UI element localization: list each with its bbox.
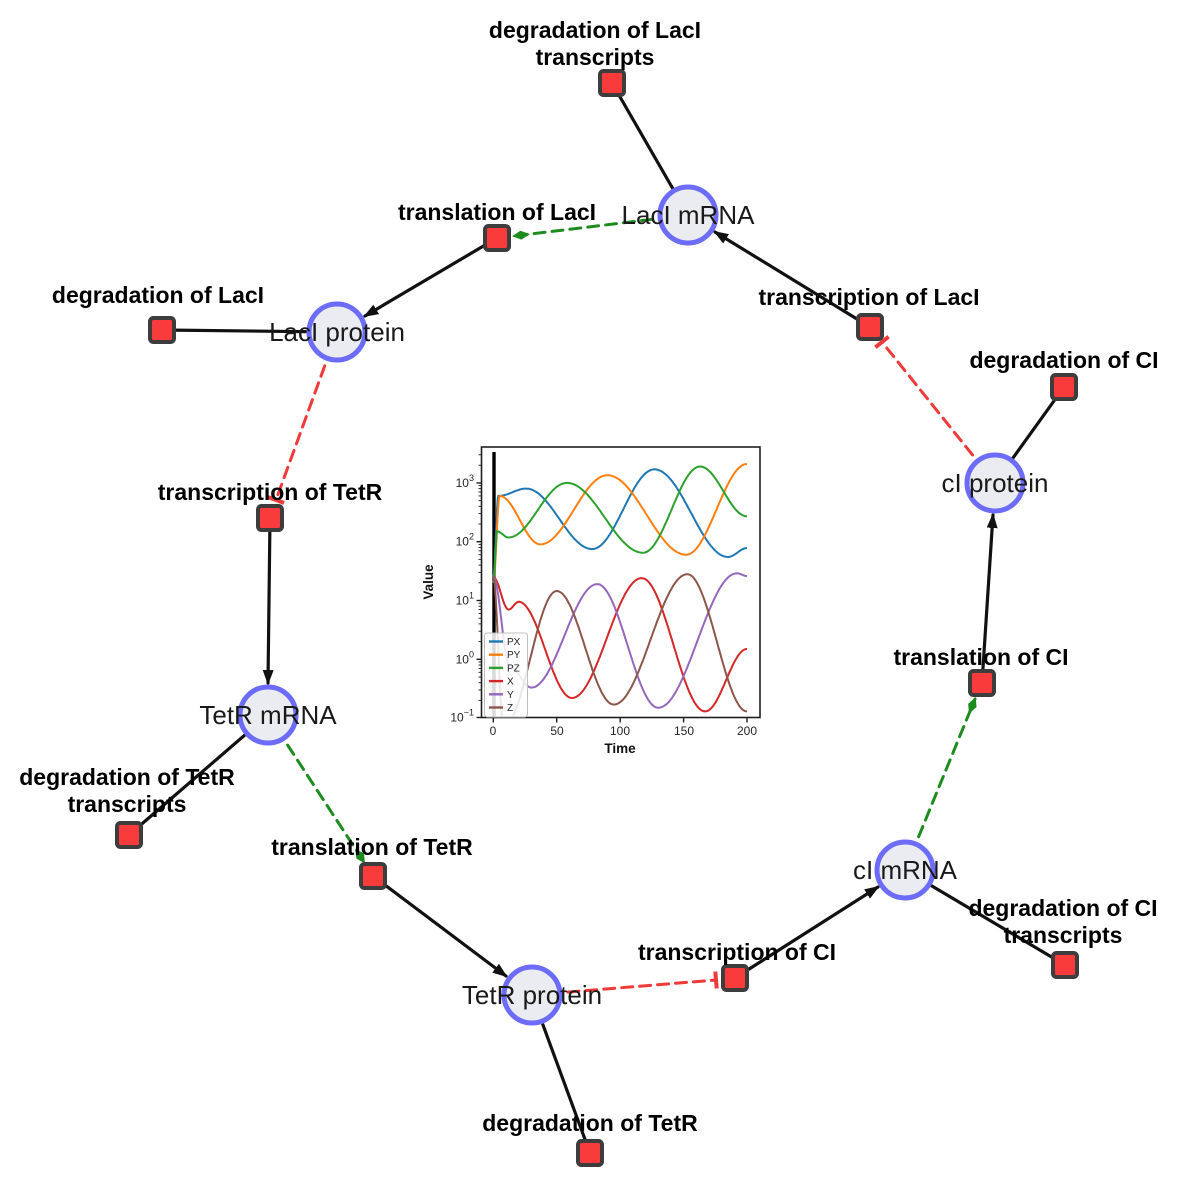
x-tick-150: 150: [674, 724, 694, 738]
reaction-label-degradation-of-tetr: degradation of TetR: [482, 1110, 698, 1136]
species-node-ci-mrna: [874, 839, 936, 901]
plot-curves: [492, 452, 748, 717]
reaction-nodes: [115, 69, 1079, 1167]
reaction-node-transcription-of-ci: [721, 964, 749, 992]
reaction-label-degradation-of-tetr-transcripts-line2: transcripts: [68, 791, 187, 817]
species-label-laci-mrna: LacI mRNA: [622, 200, 756, 230]
curve-Z: [492, 573, 748, 717]
reaction-label-degradation-of-tetr-transcripts-line1: degradation of TetR: [19, 764, 235, 790]
legend-label-X: X: [507, 677, 514, 688]
reaction-label-transcription-of-tetr: transcription of TetR: [158, 479, 383, 505]
y-tick-labels: 103 102 101 100 10−1: [450, 473, 474, 725]
arrow-translation-of-tetr-to-tetr-protein: [371, 874, 508, 978]
legend-label-Y: Y: [507, 690, 514, 701]
species-label-tetr-protein: TetR protein: [462, 980, 602, 1010]
reaction-label-translation-of-ci: translation of CI: [893, 644, 1068, 670]
x-tick-labels: 0 50 100 150 200: [490, 724, 758, 738]
arrow-transcription-of-laci-to-laci-mrna: [713, 230, 872, 329]
x-tick-0: 0: [490, 724, 497, 738]
curve-X: [492, 576, 748, 713]
species-label-laci-protein: LacI protein: [269, 317, 405, 347]
reaction-label-translation-of-laci: translation of LacI: [398, 199, 596, 225]
curve-PZ: [492, 465, 748, 584]
reaction-node-degradation-of-tetr-transcripts: [115, 821, 143, 849]
y-tick-1e-1: 10−1: [450, 708, 474, 725]
species-node-tetr-mrna: [237, 684, 299, 746]
x-tick-50: 50: [550, 724, 564, 738]
reaction-label-degradation-of-laci-transcripts-line1: degradation of LacI: [489, 17, 701, 43]
legend-box: [484, 632, 528, 718]
y-tick-1e1: 101: [456, 591, 474, 608]
reaction-label-degradation-of-laci: degradation of LacI: [52, 282, 264, 308]
x-tick-100: 100: [610, 724, 630, 738]
y-minor-ticks: [478, 454, 482, 701]
arrow-transcription-of-ci-to-ci-mrna: [733, 885, 880, 980]
activation-ci-mrna-to-translation-of-ci: [903, 697, 977, 872]
simulation-plot: 0 50 100 150 200 103 102 101 100 10−1 Ti…: [421, 446, 761, 756]
reaction-node-degradation-of-tetr: [576, 1139, 604, 1167]
plot-major-ticks: [476, 482, 748, 723]
reaction-node-degradation-of-ci-transcripts: [1051, 951, 1079, 979]
arrow-translation-of-laci-to-laci-protein: [363, 236, 499, 318]
legend-label-Z: Z: [507, 703, 513, 714]
species-nodes: [237, 184, 1026, 1026]
reaction-node-degradation-of-laci-transcripts: [598, 69, 626, 97]
reaction-label-transcription-of-laci: transcription of LacI: [758, 284, 979, 310]
plot-legend: PX PY PZ X Y Z: [484, 632, 528, 718]
y-axis-title: Value: [421, 564, 436, 600]
x-axis-title: Time: [604, 741, 636, 756]
reaction-label-translation-of-tetr: translation of TetR: [271, 834, 473, 860]
reaction-label-degradation-of-laci-transcripts-line2: transcripts: [536, 44, 655, 70]
species-node-laci-protein: [306, 301, 368, 363]
species-label-ci-protein: cI protein: [942, 468, 1049, 498]
legend-label-PX: PX: [507, 637, 521, 648]
reaction-label-degradation-of-ci: degradation of CI: [969, 347, 1158, 373]
reaction-node-degradation-of-ci: [1050, 373, 1078, 401]
y-tick-1e0: 100: [456, 649, 474, 666]
x-tick-200: 200: [737, 724, 757, 738]
reaction-label-degradation-of-ci-transcripts-line1: degradation of CI: [968, 895, 1157, 921]
reaction-node-degradation-of-laci: [148, 316, 176, 344]
reaction-node-transcription-of-laci: [856, 313, 884, 341]
reaction-label-degradation-of-ci-transcripts-line2: transcripts: [1004, 922, 1123, 948]
y-tick-1e2: 102: [456, 532, 474, 549]
arrow-translation-of-ci-to-ci-protein: [980, 513, 998, 685]
arrow-transcription-of-tetr-to-tetr-mrna: [262, 516, 274, 685]
y-tick-1e3: 103: [456, 473, 474, 490]
labels: LacI mRNA LacI protein cI protein TetR m…: [19, 17, 1158, 1136]
species-label-ci-mrna: cI mRNA: [853, 855, 958, 885]
species-label-tetr-mrna: TetR mRNA: [199, 700, 337, 730]
reaction-node-translation-of-tetr: [359, 862, 387, 890]
reaction-node-translation-of-laci: [483, 224, 511, 252]
species-node-laci-mrna: [657, 184, 719, 246]
reaction-label-transcription-of-ci: transcription of CI: [638, 939, 836, 965]
edge-ci-mrna-to-degradation-of-ci-transcripts: [903, 868, 1067, 967]
legend-label-PZ: PZ: [507, 663, 520, 674]
legend-label-PY: PY: [507, 650, 521, 661]
inhibition-tetr-protein-to-transcription-of-ci: [530, 971, 719, 997]
species-node-tetr-protein: [501, 964, 563, 1026]
reaction-node-translation-of-ci: [968, 669, 996, 697]
edge-tetr-mrna-to-degradation-of-tetr-transcripts: [127, 713, 270, 837]
curve-PY: [492, 463, 748, 584]
species-node-ci-protein: [964, 452, 1026, 514]
curve-Y: [492, 572, 748, 709]
reaction-node-transcription-of-tetr: [256, 504, 284, 532]
